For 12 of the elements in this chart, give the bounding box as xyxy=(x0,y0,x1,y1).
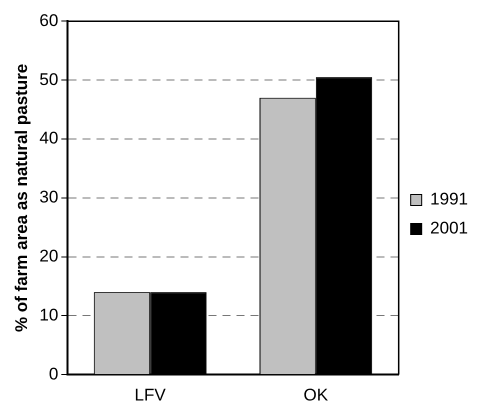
y-tick-label: 50 xyxy=(39,70,58,89)
y-tick-label: 40 xyxy=(39,128,58,148)
x-tick-label: LFV xyxy=(134,385,166,404)
y-tick-label: 0 xyxy=(48,364,58,384)
y-axis-title: % of farm area as natural pasture xyxy=(12,64,31,332)
y-tick-label: 30 xyxy=(39,188,58,207)
y-tick-label: 20 xyxy=(39,246,58,266)
legend-label: 2001 xyxy=(430,218,468,238)
y-tick-label: 10 xyxy=(39,305,58,324)
x-tick-label: OK xyxy=(304,385,329,404)
y-tick-label: 60 xyxy=(39,10,58,30)
legend-label: 1991 xyxy=(430,190,468,209)
